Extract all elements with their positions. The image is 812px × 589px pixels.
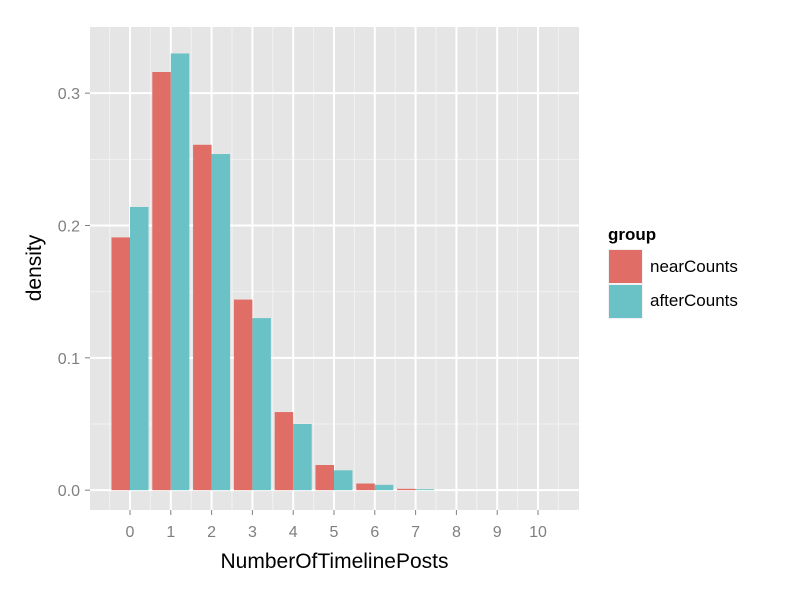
x-tick-label: 10	[529, 524, 547, 541]
bar-after-counts	[374, 484, 394, 491]
x-tick-label: 6	[370, 524, 379, 541]
x-tick-label: 7	[411, 524, 420, 541]
x-axis-title: NumberOfTimelinePosts	[221, 550, 449, 573]
legend: group nearCounts afterCounts	[608, 225, 738, 319]
bar-after-counts	[334, 470, 353, 491]
bar-near-counts	[111, 237, 130, 491]
bars	[111, 53, 435, 491]
y-tick-label: 0.0	[58, 483, 80, 500]
y-tick-label: 0.3	[58, 86, 80, 103]
bar-after-counts	[415, 489, 435, 491]
bar-after-counts	[293, 423, 312, 491]
y-tick-label: 0.2	[58, 218, 80, 235]
legend-label-after-counts: afterCounts	[650, 291, 738, 310]
bar-near-counts	[274, 412, 294, 491]
y-tick-label: 0.1	[58, 351, 80, 368]
x-tick-label: 0	[126, 524, 135, 541]
x-tick-label: 1	[166, 524, 175, 541]
x-tick-label: 4	[289, 524, 298, 541]
legend-swatch-after-counts	[609, 285, 642, 318]
bar-near-counts	[152, 71, 171, 491]
x-tick-label: 5	[330, 524, 339, 541]
x-tick-label: 9	[493, 524, 502, 541]
x-tick-label: 8	[452, 524, 461, 541]
legend-title: group	[608, 225, 656, 244]
bar-after-counts	[252, 318, 271, 491]
bar-after-counts	[130, 206, 149, 491]
bar-after-counts	[170, 53, 190, 491]
x-axis: 0 1 2 3 4 5 6 7 8 9 10	[126, 510, 547, 541]
bar-after-counts	[211, 154, 231, 491]
bar-near-counts	[193, 144, 212, 491]
bar-near-counts	[233, 299, 253, 491]
bar-near-counts	[356, 483, 375, 491]
y-axis-title: density	[23, 234, 46, 301]
legend-swatch-near-counts	[609, 250, 642, 283]
x-tick-label: 3	[248, 524, 257, 541]
legend-label-near-counts: nearCounts	[650, 257, 738, 276]
y-axis: 0.0 0.1 0.2 0.3	[58, 86, 90, 500]
bar-near-counts	[397, 488, 416, 491]
bar-near-counts	[315, 465, 334, 491]
x-tick-label: 2	[207, 524, 216, 541]
